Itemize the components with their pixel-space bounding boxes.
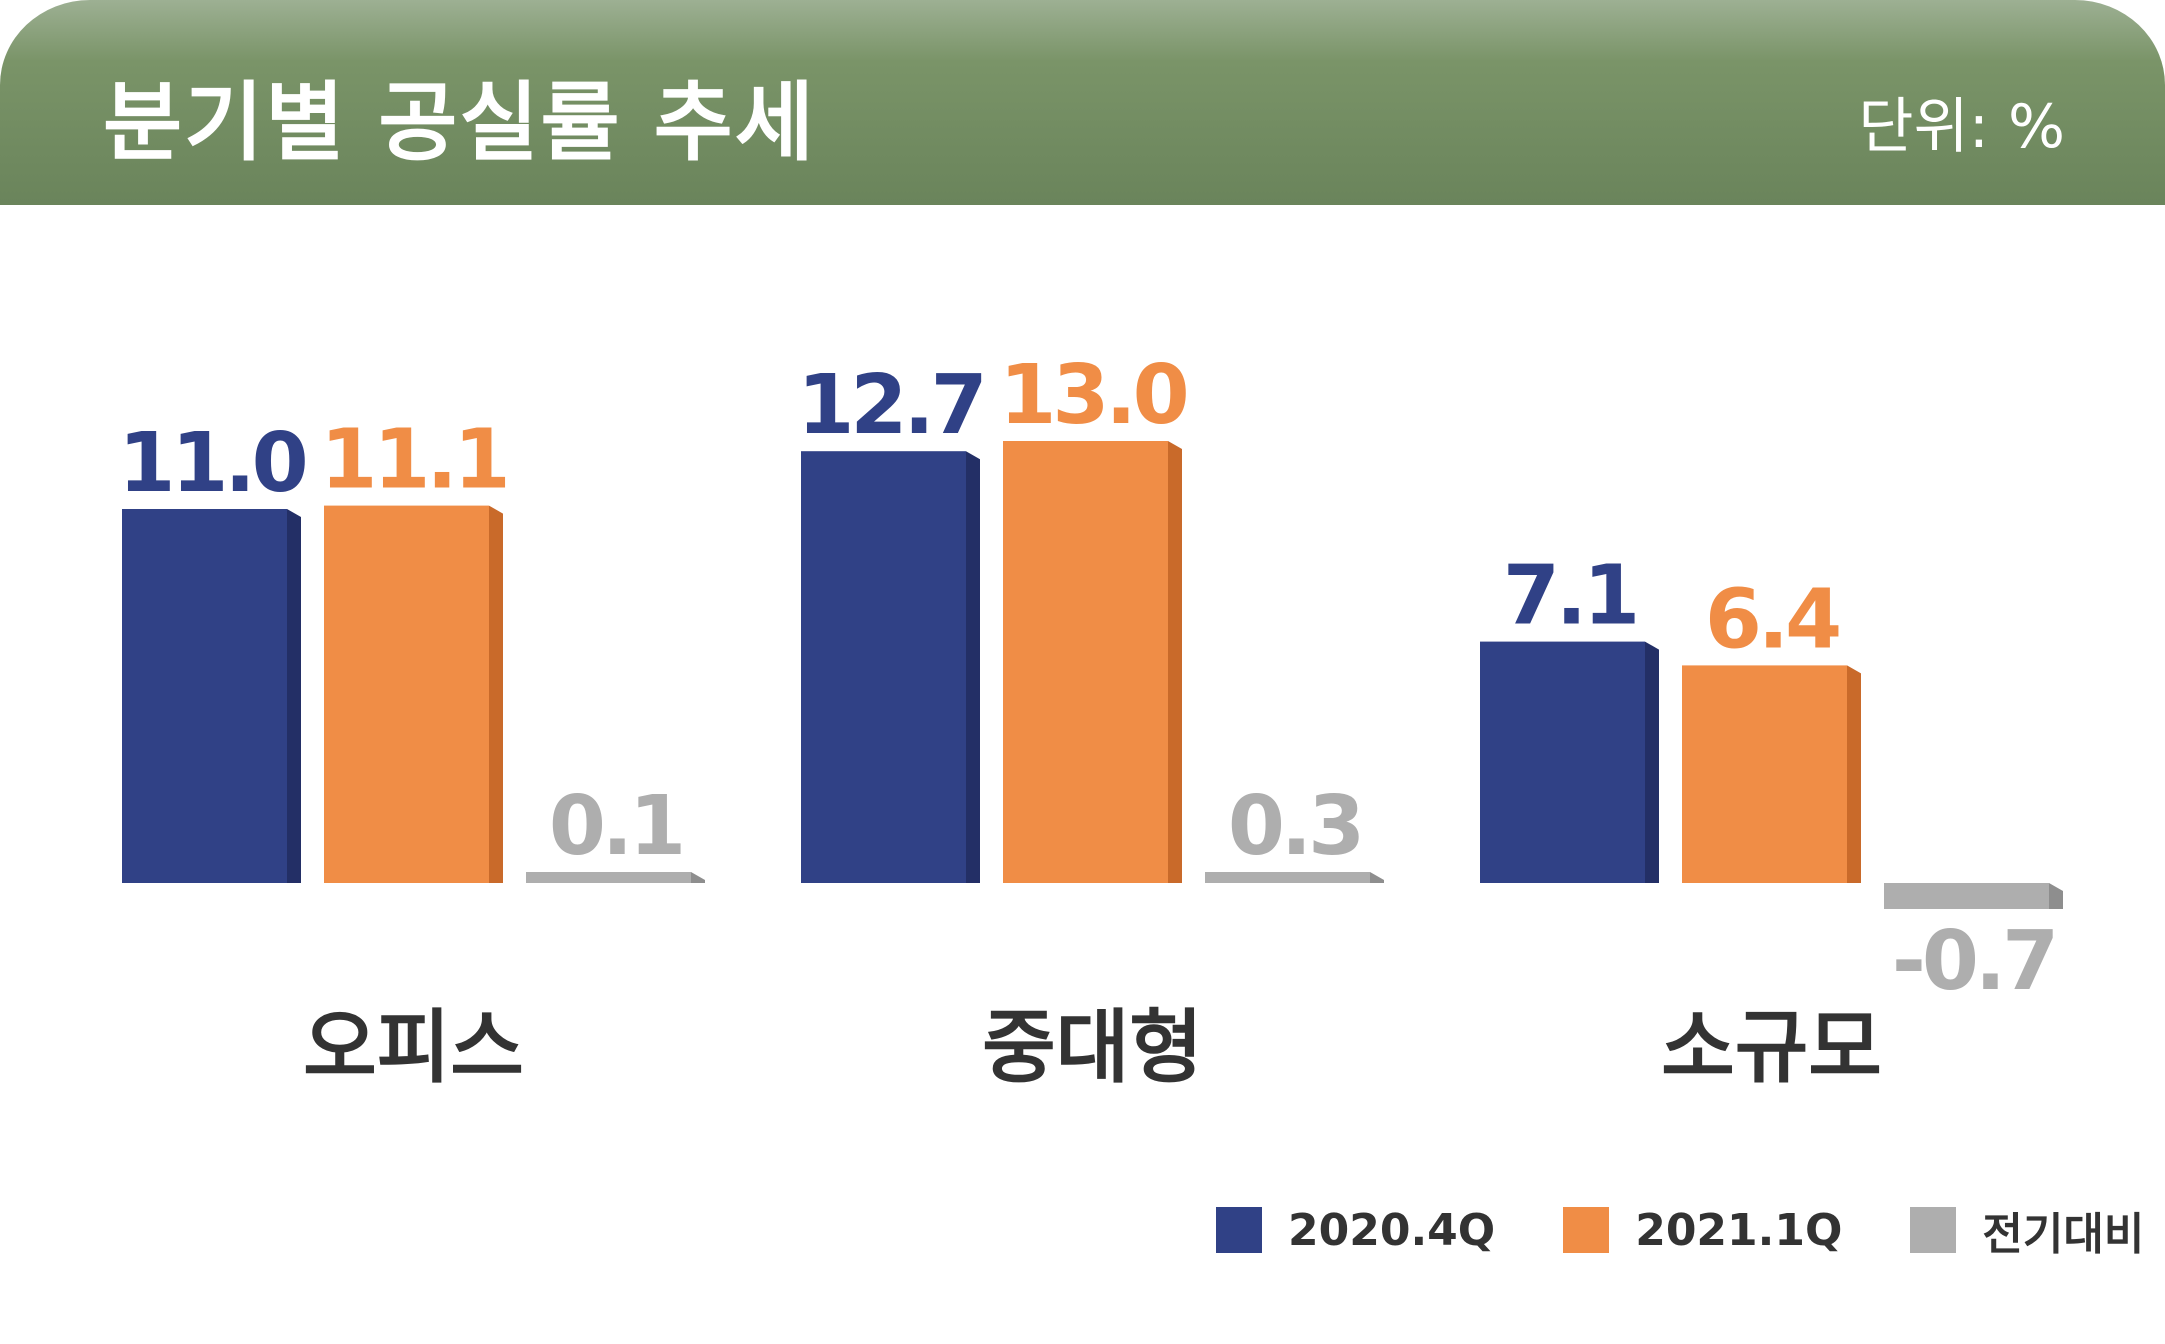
value-label-2-2: -0.7 xyxy=(1892,914,2055,1009)
bar-0-0 xyxy=(122,509,287,883)
bar-side-2-0 xyxy=(691,872,705,883)
bar-side-1-1 xyxy=(1168,441,1182,883)
value-label-0-2: 7.1 xyxy=(1503,549,1636,644)
legend-item-change: 전기대비 xyxy=(1910,1198,2144,1262)
bar-2-2 xyxy=(1884,883,2049,909)
bar-0-2 xyxy=(1480,641,1645,883)
legend-swatch-2020-4q xyxy=(1216,1207,1262,1253)
value-label-1-0: 11.1 xyxy=(320,413,506,508)
bar-side-2-1 xyxy=(1370,872,1384,883)
unit-label: 단위: % xyxy=(1858,92,2065,162)
value-label-2-0: 0.1 xyxy=(549,779,682,874)
legend-label-2020-4q: 2020.4Q xyxy=(1288,1204,1496,1256)
chart-header: 분기별 공실률 추세 단위: % xyxy=(0,0,2165,205)
category-label-1: 중대형 xyxy=(982,1001,1203,1094)
value-label-0-1: 12.7 xyxy=(797,358,983,453)
legend-swatch-2021-1q xyxy=(1563,1207,1610,1253)
category-label-0: 오피스 xyxy=(303,1001,524,1094)
chart-title: 분기별 공실률 추세 xyxy=(103,73,816,173)
value-label-2-1: 0.3 xyxy=(1228,779,1361,874)
bar-side-1-0 xyxy=(489,505,503,883)
legend-item-2021-1q: 2021.1Q xyxy=(1563,1205,1842,1256)
legend-item-2020-4q: 2020.4Q xyxy=(1216,1205,1495,1256)
bar-chart: 11.0 11.1 0.1 오피스 12.7 13.0 0.3 중대형 7.1 6.4 -0.7소규… xyxy=(118,348,2063,1094)
bar-1-2 xyxy=(1682,665,1847,883)
category-label-2: 소규모 xyxy=(1661,1001,1882,1094)
value-label-1-2: 6.4 xyxy=(1705,572,1839,667)
bar-side-2-2 xyxy=(2049,883,2063,909)
bar-side-0-0 xyxy=(287,509,301,883)
legend: 2020.4Q 2021.1Q 전기대비 xyxy=(1216,1205,2144,1260)
legend-label-2021-1q: 2021.1Q xyxy=(1635,1204,1843,1256)
bar-2-1 xyxy=(1205,872,1370,883)
bar-side-0-1 xyxy=(966,451,980,883)
bar-2-0 xyxy=(526,872,691,883)
bar-0-1 xyxy=(801,451,966,883)
bar-side-1-2 xyxy=(1847,665,1861,883)
bar-1-1 xyxy=(1003,441,1168,883)
value-label-1-1: 13.0 xyxy=(999,348,1186,443)
legend-label-change: 전기대비 xyxy=(1982,1209,2145,1260)
legend-swatch-change xyxy=(1910,1207,1957,1253)
value-label-0-0: 11.0 xyxy=(118,416,305,511)
bar-side-0-2 xyxy=(1645,641,1659,883)
bar-1-0 xyxy=(324,505,489,883)
